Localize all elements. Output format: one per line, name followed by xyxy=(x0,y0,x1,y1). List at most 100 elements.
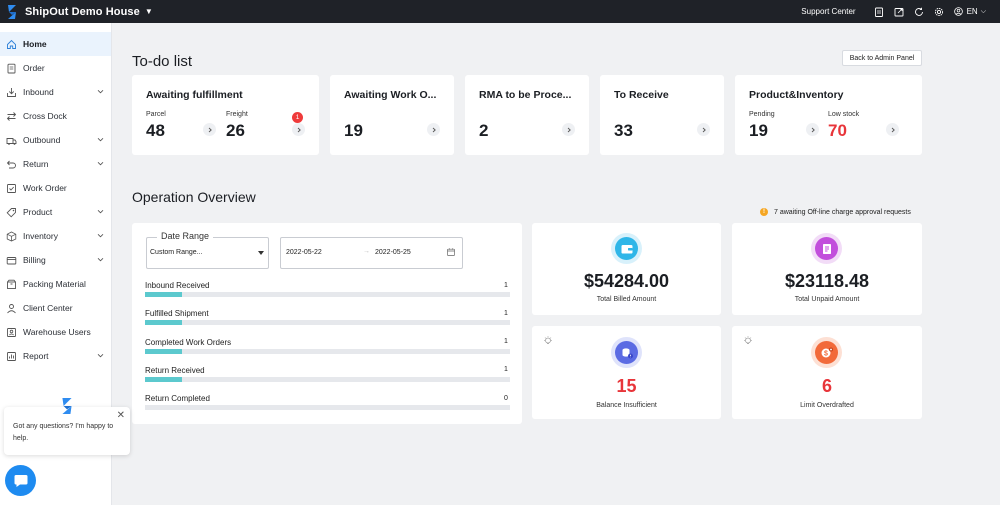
metric-value: 1 xyxy=(504,281,508,289)
low-stock-count: 70 xyxy=(828,121,847,140)
top-bar: ShipOut Demo House ▼ Support Center EN ⌵ xyxy=(0,0,1000,23)
sidebar-item-inbound[interactable]: Inbound xyxy=(0,80,111,104)
chevron-right-icon xyxy=(891,127,895,132)
coins-icon xyxy=(611,337,642,368)
metric-progress-track xyxy=(145,348,510,354)
product-icon xyxy=(6,207,17,218)
rma-card: RMA to be Proce... 2 xyxy=(465,75,589,155)
sidebar-item-label: Return xyxy=(23,159,49,169)
sidebar-item-label: Billing xyxy=(23,255,46,265)
settings-icon[interactable] xyxy=(934,7,944,17)
warning-icon: ! xyxy=(760,208,768,216)
chevron-down-icon xyxy=(97,89,104,94)
date-range-picker[interactable]: 2022-05-22 → 2022-05-25 xyxy=(280,237,463,269)
sidebar-item-cross-dock[interactable]: Cross Dock xyxy=(0,104,111,128)
sidebar-item-report[interactable]: Report xyxy=(0,344,111,368)
metric-value: 1 xyxy=(504,338,508,346)
chevron-right-icon xyxy=(208,127,212,132)
sidebar-item-work-order[interactable]: Work Order xyxy=(0,176,111,200)
rma-arrow-button[interactable] xyxy=(562,123,575,136)
order-icon xyxy=(6,63,17,74)
workspace-switcher[interactable]: ShipOut Demo House ▼ xyxy=(0,4,153,19)
metric-label: Fulfilled Shipment xyxy=(145,309,209,319)
sidebar-item-order[interactable]: Order xyxy=(0,56,111,80)
sidebar-item-label: Cross Dock xyxy=(23,111,67,121)
refresh-icon[interactable] xyxy=(914,7,924,17)
sidebar-item-label: Client Center xyxy=(23,303,73,313)
pending-label: Pending xyxy=(749,111,775,118)
workspace-name: ShipOut Demo House xyxy=(25,5,140,18)
chat-launcher-button[interactable] xyxy=(5,465,36,496)
freight-count: 26 xyxy=(226,121,245,140)
chevron-right-icon xyxy=(297,127,301,132)
offline-charge-notice[interactable]: ! 7 awaiting Off-line charge approval re… xyxy=(760,208,911,216)
work-order-arrow-button[interactable] xyxy=(427,123,440,136)
inbound-icon xyxy=(6,87,17,98)
chat-greeting-text: Got any questions? I'm happy to help. xyxy=(13,423,114,442)
billing-icon xyxy=(6,255,17,266)
support-center-link[interactable]: Support Center xyxy=(801,7,856,16)
range-end-date: 2022-05-25 xyxy=(375,249,411,256)
parcel-arrow-button[interactable] xyxy=(203,123,216,136)
sidebar-item-billing[interactable]: Billing xyxy=(0,248,111,272)
sidebar-item-label: Report xyxy=(23,351,49,361)
balance-insufficient-label: Balance Insufficient xyxy=(596,402,657,409)
sidebar-item-label: Inbound xyxy=(23,87,54,97)
date-range-legend: Date Range xyxy=(157,231,214,241)
date-range-select[interactable]: Date Range Custom Range... xyxy=(146,231,269,269)
total-billed-amount: $54284.00 xyxy=(583,271,670,291)
back-to-admin-button[interactable]: Back to Admin Panel xyxy=(842,50,922,66)
chevron-down-icon xyxy=(97,209,104,214)
caret-down-icon xyxy=(258,251,264,255)
lightbulb-icon xyxy=(544,336,552,344)
total-billed-card: $54284.00 Total Billed Amount xyxy=(532,223,721,315)
clipboard-icon[interactable] xyxy=(874,7,884,17)
metric-progress-fill xyxy=(145,376,182,382)
sidebar-item-warehouse-users[interactable]: Warehouse Users xyxy=(0,320,111,344)
parcel-count: 48 xyxy=(146,121,165,140)
balance-insufficient-card[interactable]: 15 Balance Insufficient xyxy=(532,326,721,419)
caret-down-icon: ▼ xyxy=(144,7,153,16)
to-receive-arrow-button[interactable] xyxy=(697,123,710,136)
lightbulb-icon xyxy=(744,336,752,344)
sidebar-item-inventory[interactable]: Inventory xyxy=(0,224,111,248)
sidebar-item-label: Order xyxy=(23,63,45,73)
metric-value: 0 xyxy=(504,394,508,402)
card-title: Awaiting fulfillment xyxy=(146,89,243,101)
main-content: To-do list Back to Admin Panel Awaiting … xyxy=(112,23,1000,505)
language-switcher[interactable]: EN ⌵ xyxy=(953,7,986,16)
sidebar-item-outbound[interactable]: Outbound xyxy=(0,128,111,152)
invoice-icon xyxy=(811,233,842,264)
chevron-down-icon xyxy=(97,161,104,166)
close-icon[interactable]: ✕ xyxy=(116,410,125,421)
chat-greeting-popup: ✕ Got any questions? I'm happy to help. xyxy=(4,407,130,455)
limit-overdrafted-label: Limit Overdrafted xyxy=(800,402,854,409)
pending-arrow-button[interactable] xyxy=(806,123,819,136)
range-start-date: 2022-05-22 xyxy=(286,249,322,256)
product-inventory-card: Product&Inventory Pending 19 Low stock 7… xyxy=(735,75,922,155)
client-icon xyxy=(6,303,17,314)
freight-notification-badge: 1 xyxy=(292,112,303,123)
limit-overdrafted-card[interactable]: $ 6 Limit Overdrafted xyxy=(732,326,922,419)
export-icon[interactable] xyxy=(894,7,904,17)
svg-text:$: $ xyxy=(824,350,828,357)
packing-icon xyxy=(6,279,17,290)
return-icon xyxy=(6,159,17,170)
sidebar-item-return[interactable]: Return xyxy=(0,152,111,176)
operation-overview-title: Operation Overview xyxy=(132,189,256,205)
sidebar-item-label: Product xyxy=(23,207,53,217)
user-icon xyxy=(953,7,963,16)
metric-progress-fill xyxy=(145,292,182,297)
sidebar-item-packing-material[interactable]: Packing Material xyxy=(0,272,111,296)
low-stock-arrow-button[interactable] xyxy=(886,123,899,136)
sidebar-item-home[interactable]: Home xyxy=(0,32,111,56)
metric-progress-track xyxy=(145,292,510,297)
freight-arrow-button[interactable] xyxy=(292,123,305,136)
metric-progress-track xyxy=(145,376,510,382)
sidebar-item-label: Home xyxy=(23,39,47,49)
parcel-label: Parcel xyxy=(146,111,166,118)
metric-progress-fill xyxy=(145,320,182,326)
balance-insufficient-count: 15 xyxy=(616,376,637,396)
sidebar-item-client-center[interactable]: Client Center xyxy=(0,296,111,320)
sidebar-item-product[interactable]: Product xyxy=(0,200,111,224)
